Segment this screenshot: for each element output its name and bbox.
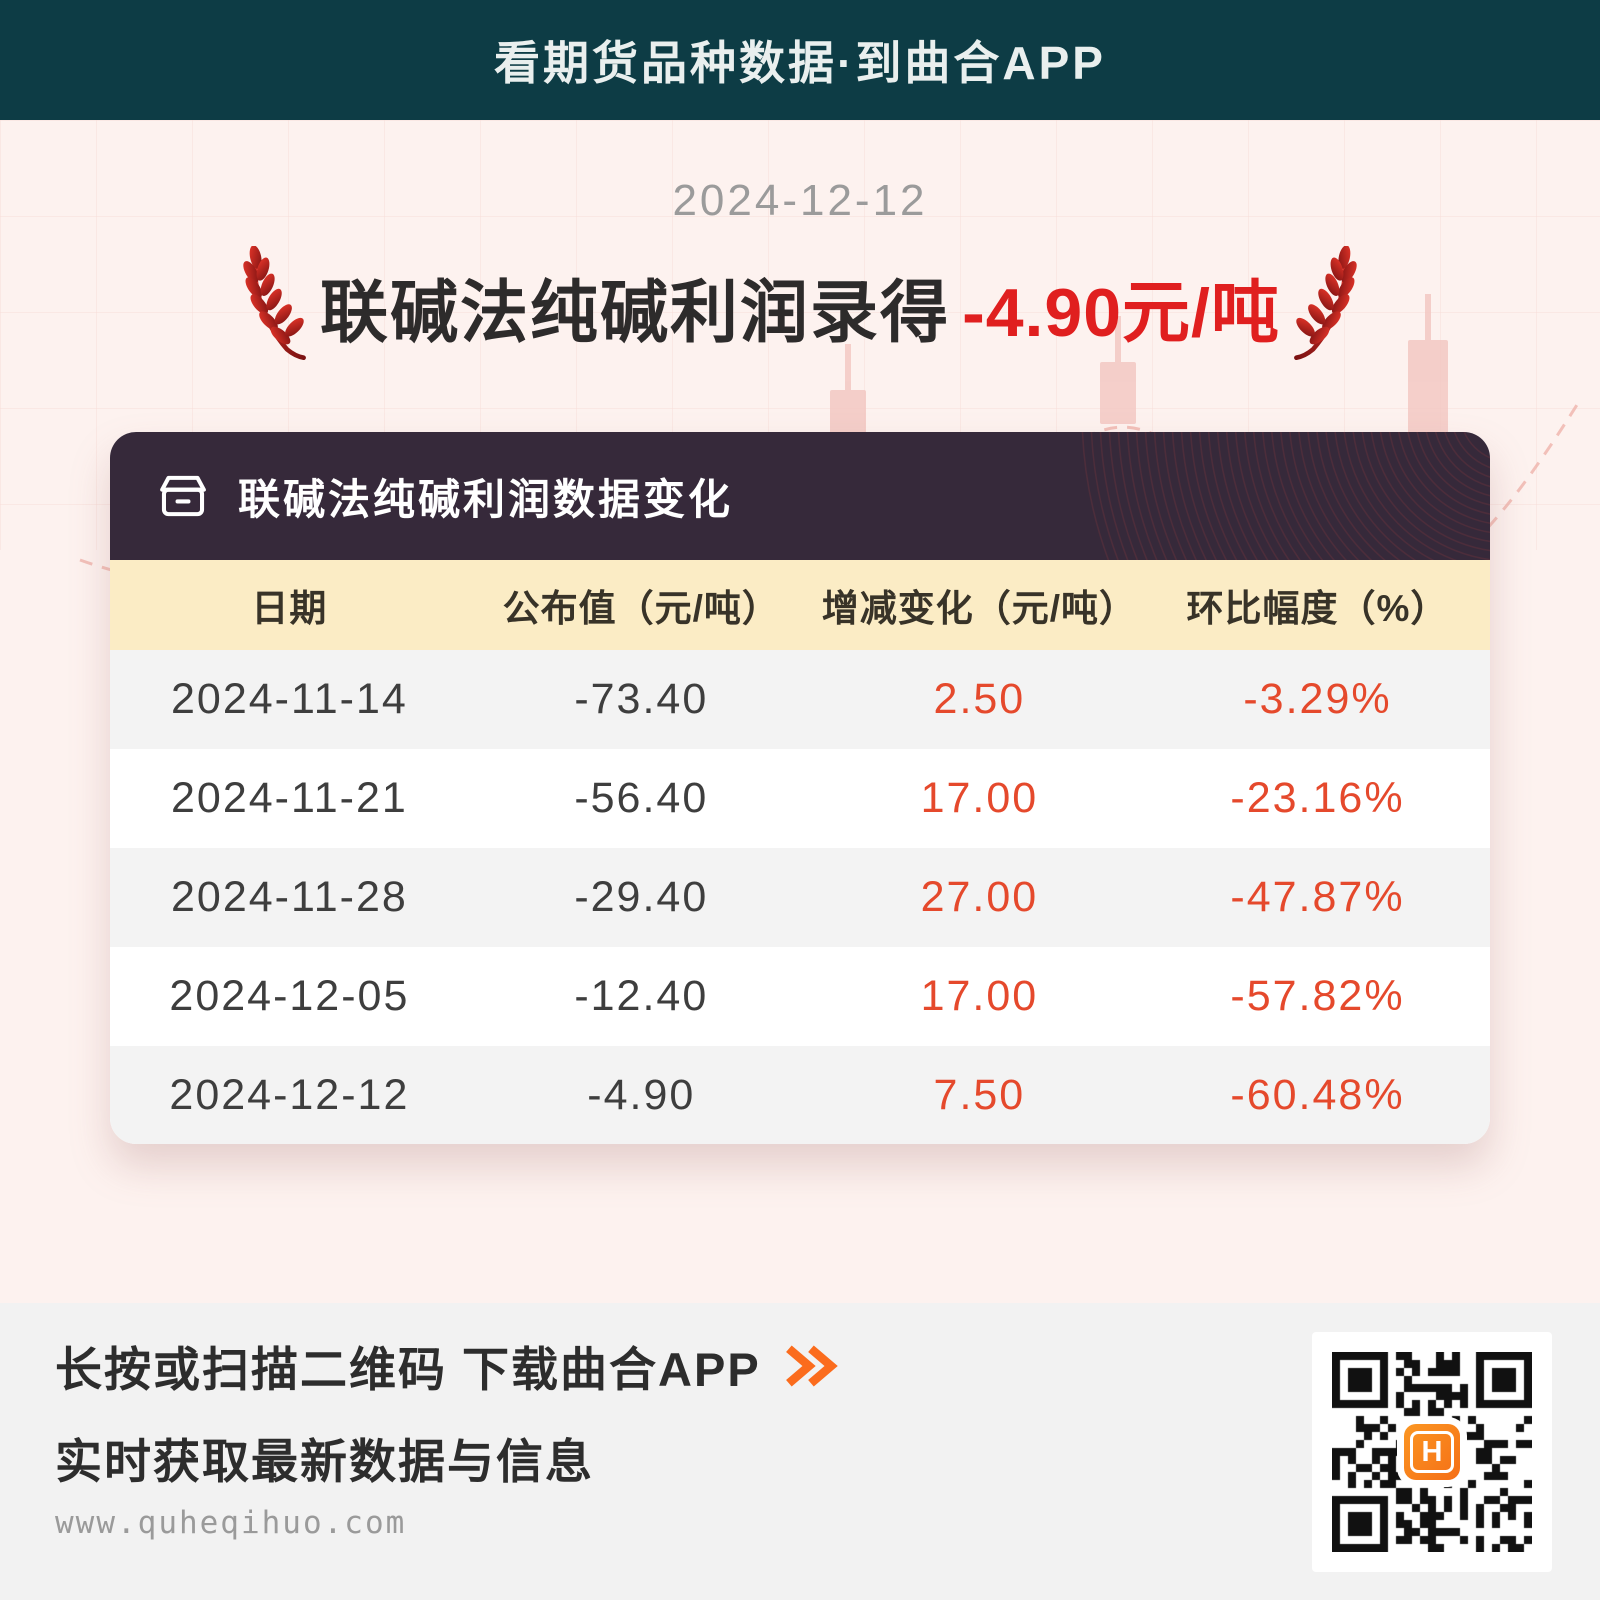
table-header-row: 日期 公布值（元/吨） 增减变化（元/吨） 环比幅度（%） (110, 560, 1490, 650)
cell-mom-pct: -60.48% (1230, 1071, 1405, 1119)
cell-date: 2024-11-21 (171, 774, 408, 822)
banner-title: 看期货品种数据·到曲合APP (494, 37, 1106, 89)
card-header: 联碱法纯碱利润数据变化 (110, 432, 1490, 560)
report-date: 2024-12-12 (672, 176, 928, 225)
card-title: 联碱法纯碱利润数据变化 (238, 475, 734, 523)
cell-change: 7.50 (933, 1071, 1026, 1119)
column-header-mom-pct: 环比幅度（%） (1186, 588, 1449, 629)
cell-change: 17.00 (920, 774, 1039, 822)
top-banner: 看期货品种数据·到曲合APP (0, 0, 1600, 120)
qr-center-logo: H (1404, 1424, 1460, 1480)
column-header-date: 日期 (251, 588, 328, 629)
cell-mom-pct: -47.87% (1230, 873, 1405, 921)
candlestick-decoration (1408, 294, 1448, 435)
cell-date: 2024-12-05 (169, 972, 410, 1020)
swoosh-decoration (1081, 432, 1490, 560)
footer-section: 长按或扫描二维码 下载曲合APP 实时获取最新数据与信息 www.quheqih… (0, 1303, 1600, 1600)
cell-change: 2.50 (933, 675, 1026, 723)
cell-published-value: -12.40 (574, 972, 709, 1020)
cell-published-value: -56.40 (574, 774, 709, 822)
cell-date: 2024-11-28 (171, 873, 408, 921)
column-header-published-value: 公布值（元/吨） (502, 588, 780, 629)
cell-mom-pct: -23.16% (1230, 774, 1405, 822)
table-row: 2024-11-14 -73.40 2.50 -3.29% (110, 650, 1490, 749)
candlestick-decoration (1100, 316, 1136, 424)
table-row: 2024-11-28 -29.40 27.00 -47.87% (110, 848, 1490, 947)
table-row: 2024-11-21 -56.40 17.00 -23.16% (110, 749, 1490, 848)
cell-published-value: -73.40 (574, 675, 709, 723)
column-header-change: 增减变化（元/吨） (821, 588, 1138, 629)
wheat-icon (243, 246, 306, 360)
double-chevron-right-icon (785, 1344, 838, 1387)
archive-box-icon (160, 475, 206, 517)
cell-published-value: -4.90 (587, 1071, 696, 1119)
cell-mom-pct: -3.29% (1243, 675, 1392, 723)
qr-code[interactable]: H (1312, 1332, 1552, 1572)
headline: 联碱法纯碱利润录得 -4.90元/吨 (0, 246, 1600, 366)
cta-line-1-text: 长按或扫描二维码 下载曲合APP (55, 1343, 761, 1396)
headline-text: 联碱法纯碱利润录得 (320, 274, 951, 351)
data-card: 联碱法纯碱利润数据变化 日期 公布值（元/吨） 增减变化（元/吨） 环比幅度（%… (110, 432, 1490, 1144)
table-body: 2024-11-14 -73.40 2.50 -3.29% 2024-11-21 -56.… (110, 650, 1490, 1144)
cell-change: 17.00 (920, 972, 1039, 1020)
table-row: 2024-12-12 -4.90 7.50 -60.48% (110, 1046, 1490, 1144)
cell-change: 27.00 (920, 873, 1039, 921)
cta-line-2: 实时获取最新数据与信息 (55, 1435, 594, 1488)
cell-date: 2024-11-14 (171, 675, 408, 723)
qr-logo-letter: H (1409, 1430, 1455, 1474)
cta-line-1: 长按或扫描二维码 下载曲合APP (55, 1331, 839, 1400)
headline-value: -4.90元/吨 (962, 274, 1280, 351)
table-row: 2024-12-05 -12.40 17.00 -57.82% (110, 947, 1490, 1046)
website-url: www.quheqihuo.com (55, 1505, 407, 1541)
cell-date: 2024-12-12 (169, 1071, 410, 1119)
wheat-icon (1294, 246, 1357, 360)
cell-published-value: -29.40 (574, 873, 709, 921)
cell-mom-pct: -57.82% (1230, 972, 1405, 1020)
